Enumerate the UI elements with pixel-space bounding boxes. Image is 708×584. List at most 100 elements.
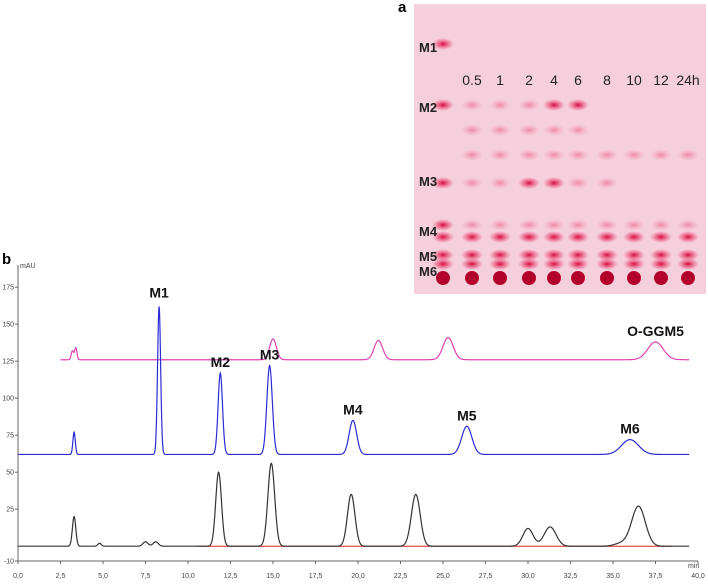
x-tick-label: 35,0 (606, 573, 620, 580)
tlc-spot (461, 231, 483, 243)
x-tick-label: 7,5 (141, 573, 151, 580)
tlc-spot (461, 219, 483, 231)
tlc-spot (461, 149, 483, 161)
y-unit-label: mAU (20, 263, 36, 270)
peak-label-o-ggm5: O-GGM5 (627, 323, 684, 339)
x-tick-label: 27,5 (479, 573, 493, 580)
tlc-spot (432, 99, 454, 111)
tlc-spot (489, 149, 511, 161)
tlc-spot (518, 149, 540, 161)
chromatogram-traces (18, 306, 690, 547)
x-tick-label: 15,0 (266, 573, 280, 580)
marker-label-m6: M6 (419, 264, 437, 279)
lane-label-24h: 24h (676, 72, 699, 88)
tlc-spot (677, 231, 699, 243)
panel-b-label: b (2, 251, 11, 268)
tlc-spot (489, 231, 511, 243)
lane-label-12: 12 (653, 72, 669, 88)
tlc-spot (489, 249, 511, 261)
tlc-spot (677, 258, 699, 270)
x-tick-label: 32,5 (564, 573, 578, 580)
tlc-spot (543, 177, 565, 189)
tlc-spot (623, 231, 645, 243)
x-tick-label: 37,5 (649, 573, 663, 580)
x-tick-label: 40,0 (691, 573, 705, 580)
tlc-spot (567, 177, 589, 189)
tlc-spot (432, 177, 454, 189)
tlc-spot (432, 219, 454, 231)
tlc-spot (518, 231, 540, 243)
tlc-spot (493, 271, 507, 285)
tlc-spot (543, 219, 565, 231)
tlc-spot (518, 249, 540, 261)
peak-label-m4: M4 (343, 401, 363, 417)
tlc-spot (567, 249, 589, 261)
tlc-spot (567, 219, 589, 231)
marker-label-m2: M2 (419, 100, 437, 115)
tlc-spot (489, 99, 511, 111)
tlc-spot (567, 99, 589, 111)
x-tick-label: 25,0 (436, 573, 450, 580)
tlc-spot (518, 219, 540, 231)
tlc-spot (522, 271, 536, 285)
tlc-spot (650, 249, 672, 261)
tlc-spot (547, 271, 561, 285)
tlc-plate (414, 4, 706, 294)
tlc-spot (543, 258, 565, 270)
tlc-spot (596, 258, 618, 270)
y-tick-label: 125 (2, 359, 14, 366)
marker-label-m4: M4 (419, 224, 438, 239)
tlc-spot (596, 249, 618, 261)
trace-top (60, 336, 690, 361)
x-tick-label: 17,5 (309, 573, 323, 580)
marker-label-m3: M3 (419, 174, 437, 189)
tlc-spot (489, 219, 511, 231)
peak-label-m1: M1 (149, 285, 169, 301)
x-axis-ticks: 0,0 2,5 5,0 7,5 10,0 12,5 15,0 17,5 20,0 22,5 25,0… (13, 561, 705, 580)
tlc-spot (567, 149, 589, 161)
tlc-spot (432, 258, 454, 270)
lane-label-0.5: 0.5 (462, 72, 482, 88)
lane-label-4: 4 (550, 72, 558, 88)
tlc-spot (465, 271, 479, 285)
trace-bottom (18, 462, 690, 547)
tlc-spot (432, 38, 454, 50)
tlc-spot (650, 258, 672, 270)
tlc-spot (518, 177, 540, 189)
tlc-spot (543, 149, 565, 161)
peak-label-m6: M6 (620, 421, 640, 437)
tlc-spot (543, 249, 565, 261)
tlc-spot (543, 231, 565, 243)
y-tick-label: 50 (6, 470, 14, 477)
lane-label-6: 6 (574, 72, 582, 88)
tlc-spot (461, 177, 483, 189)
peak-label-m3: M3 (260, 347, 280, 363)
x-tick-label: 10,0 (181, 573, 195, 580)
tlc-spot (461, 99, 483, 111)
tlc-spot (677, 149, 699, 161)
tlc-spot (489, 124, 511, 136)
y-tick-label: 75 (6, 433, 14, 440)
lane-label-1: 1 (496, 72, 504, 88)
tlc-spot (623, 219, 645, 231)
tlc-spot (518, 258, 540, 270)
tlc-spot (489, 177, 511, 189)
tlc-spot (596, 149, 618, 161)
tlc-spots (432, 38, 699, 285)
x-tick-label: 5,0 (98, 573, 108, 580)
tlc-spot (654, 271, 668, 285)
tlc-spot (677, 249, 699, 261)
panel-a-label: a (398, 0, 407, 16)
tlc-marker-labels: M1 M2 M3 M4 M5 M6 (419, 40, 438, 279)
tlc-spot (567, 258, 589, 270)
tlc-spot (571, 271, 585, 285)
tlc-spot (436, 271, 450, 285)
chromatogram-panel: b mAU -10 25 50 75 100 125 150 175 0,0 2,5 5,0 7,5… (2, 251, 705, 580)
x-tick-label: 2,5 (56, 573, 66, 580)
tlc-spot (489, 258, 511, 270)
x-unit-label: min (688, 563, 699, 570)
lane-label-10: 10 (626, 72, 642, 88)
x-tick-label: 22,5 (394, 573, 408, 580)
tlc-spot (596, 177, 618, 189)
